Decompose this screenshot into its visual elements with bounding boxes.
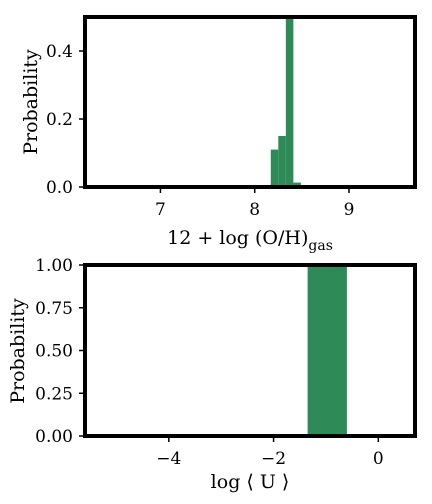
metallicity-bar-2 (285, 17, 294, 187)
ionization-bars (307, 265, 347, 436)
ionization-y-ticks: 0.00 0.25 0.50 0.75 1.00 (35, 256, 85, 447)
ionization-x-tick-label: −2 (261, 449, 286, 469)
metallicity-bar-1 (278, 136, 286, 187)
metallicity-y-tick-label: 0.0 (46, 178, 73, 198)
metallicity-y-tick-label: 0.2 (46, 110, 73, 130)
ionization-x-tick-label: 0 (373, 449, 384, 469)
metallicity-bar-3 (293, 182, 301, 187)
ionization-bar-0 (307, 265, 347, 436)
ionization-plot-frame (83, 263, 417, 438)
metallicity-x-ticks: 7 8 9 (155, 187, 354, 220)
metallicity-x-tick-label: 8 (249, 200, 260, 220)
metallicity-x-tick-label: 7 (155, 200, 166, 220)
metallicity-x-axis-label: 12 + log (O/H)gas (167, 227, 333, 254)
metallicity-x-tick-label: 9 (344, 200, 355, 220)
metallicity-bars (270, 17, 301, 187)
ionization-y-tick-label: 1.00 (35, 256, 73, 276)
ionization-y-tick-label: 0.25 (35, 384, 73, 404)
ionization-histogram-panel: −4 −2 0 0.00 0.25 0.50 0.75 1.00 log ⟨ U ⟩ Pro… (7, 256, 417, 493)
metallicity-y-tick-label: 0.4 (46, 42, 73, 62)
ionization-y-tick-label: 0.50 (35, 342, 73, 362)
metallicity-y-ticks: 0.0 0.2 0.4 (46, 42, 85, 198)
metallicity-bar-0 (270, 149, 279, 187)
metallicity-histogram-panel: 7 8 9 0.0 0.2 0.4 12 + log (O/H)gas Probabil… (20, 15, 417, 254)
ionization-y-tick-label: 0.75 (35, 299, 73, 319)
ionization-x-tick-label: −4 (156, 449, 181, 469)
ionization-x-ticks: −4 −2 0 (156, 436, 384, 469)
ionization-y-axis-label: Probability (7, 298, 29, 404)
metallicity-plot-frame (83, 15, 417, 189)
ionization-x-axis-label: log ⟨ U ⟩ (211, 471, 290, 493)
metallicity-y-axis-label: Probability (20, 49, 42, 155)
ionization-y-tick-label: 0.00 (35, 427, 73, 447)
